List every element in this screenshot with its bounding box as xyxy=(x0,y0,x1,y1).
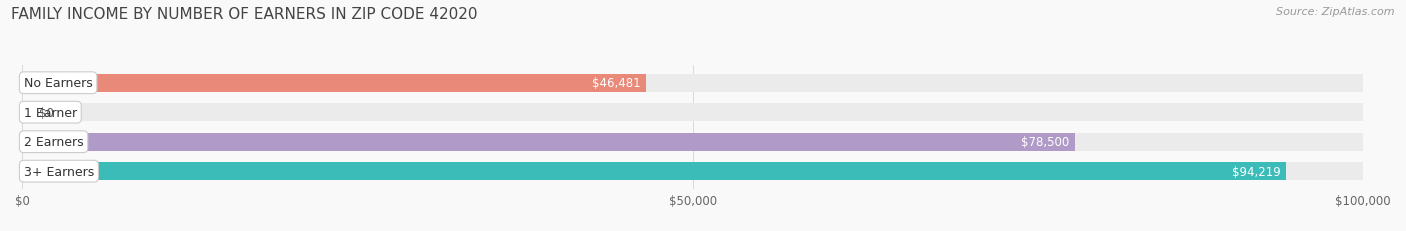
Text: FAMILY INCOME BY NUMBER OF EARNERS IN ZIP CODE 42020: FAMILY INCOME BY NUMBER OF EARNERS IN ZI… xyxy=(11,7,478,22)
Bar xyxy=(22,133,1364,151)
Bar xyxy=(22,104,1364,122)
Text: $94,219: $94,219 xyxy=(1232,165,1281,178)
Text: $46,481: $46,481 xyxy=(592,77,640,90)
Text: No Earners: No Earners xyxy=(24,77,93,90)
Bar xyxy=(22,74,645,92)
Bar xyxy=(22,133,1076,151)
Bar xyxy=(22,162,1285,181)
Text: 3+ Earners: 3+ Earners xyxy=(24,165,94,178)
Text: 1 Earner: 1 Earner xyxy=(24,106,77,119)
Text: $78,500: $78,500 xyxy=(1021,136,1070,149)
Text: Source: ZipAtlas.com: Source: ZipAtlas.com xyxy=(1277,7,1395,17)
Bar xyxy=(22,74,1364,92)
Text: $0: $0 xyxy=(38,106,53,119)
Bar xyxy=(22,162,1364,181)
Text: 2 Earners: 2 Earners xyxy=(24,136,83,149)
